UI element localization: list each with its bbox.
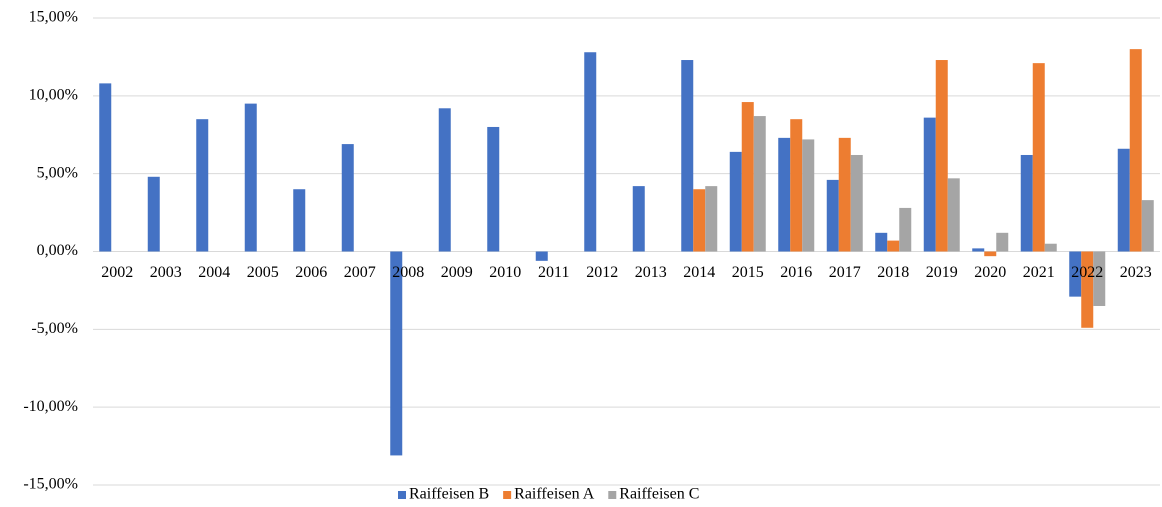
x-tick-label: 2010 <box>489 264 521 281</box>
legend-label: Raiffeisen B <box>409 486 489 503</box>
x-tick-label: 2020 <box>974 264 1006 281</box>
bar <box>826 179 839 252</box>
legend-label: Raiffeisen A <box>514 486 595 503</box>
y-tick-label: -5,00% <box>31 320 78 337</box>
bar <box>1032 63 1045 252</box>
x-tick-label: 2011 <box>538 264 569 281</box>
bar <box>996 232 1009 252</box>
x-tick-label: 2016 <box>780 264 812 281</box>
legend-swatch <box>608 491 617 499</box>
y-tick-label: -15,00% <box>23 476 78 493</box>
bar <box>778 137 791 252</box>
x-tick-label: 2002 <box>101 264 133 281</box>
bar <box>244 103 257 252</box>
bar <box>196 119 209 252</box>
bar <box>802 139 815 252</box>
bar <box>899 207 912 252</box>
legend-swatch <box>398 491 406 499</box>
x-tick-label: 2019 <box>926 264 958 281</box>
y-tick-label: 10,00% <box>29 87 78 104</box>
bar <box>753 116 766 252</box>
x-tick-label: 2004 <box>198 264 230 281</box>
bar <box>972 248 985 252</box>
legend-label: Raiffeisen C <box>619 486 699 503</box>
bar <box>1117 148 1130 252</box>
x-tick-label: 2022 <box>1071 264 1103 281</box>
bar <box>850 154 863 252</box>
bar <box>1129 49 1142 252</box>
bar <box>681 60 694 252</box>
x-tick-label: 2007 <box>344 264 376 281</box>
bar <box>293 189 306 252</box>
x-tick-label: 2005 <box>247 264 279 281</box>
bar <box>438 108 451 252</box>
x-tick-label: 2023 <box>1120 264 1152 281</box>
y-tick-label: -10,00% <box>23 398 78 415</box>
bar <box>632 186 645 252</box>
bar <box>729 151 742 252</box>
bar <box>875 232 888 252</box>
bar <box>790 119 803 252</box>
x-tick-label: 2003 <box>150 264 182 281</box>
x-tick-label: 2012 <box>586 264 618 281</box>
bar <box>838 137 851 252</box>
bar <box>984 251 997 257</box>
bar <box>584 52 597 252</box>
x-tick-label: 2018 <box>877 264 909 281</box>
bar <box>99 83 112 252</box>
x-tick-label: 2017 <box>829 264 861 281</box>
bar <box>1093 251 1106 306</box>
y-tick-label: 15,00% <box>29 9 78 26</box>
x-tick-label: 2013 <box>635 264 667 281</box>
legend-swatch <box>503 491 512 499</box>
bar <box>535 251 548 261</box>
bar <box>1044 243 1057 252</box>
bar <box>1141 200 1154 252</box>
y-tick-label: 5,00% <box>37 164 78 181</box>
x-tick-label: 2021 <box>1023 264 1055 281</box>
x-tick-label: 2014 <box>683 264 715 281</box>
x-tick-label: 2006 <box>295 264 327 281</box>
bar <box>1069 251 1082 297</box>
bar <box>487 126 500 252</box>
bar <box>947 178 960 252</box>
bar <box>390 251 403 456</box>
bar <box>341 144 354 252</box>
x-tick-label: 2015 <box>732 264 764 281</box>
bar <box>705 186 718 252</box>
x-tick-label: 2009 <box>441 264 473 281</box>
bar <box>887 240 900 252</box>
bar <box>741 102 754 252</box>
bar <box>935 60 948 252</box>
bar <box>693 189 706 252</box>
x-tick-label: 2008 <box>392 264 424 281</box>
bar <box>147 176 160 252</box>
bar <box>923 117 936 252</box>
bar <box>1020 154 1033 252</box>
y-tick-label: 0,00% <box>37 242 78 259</box>
bar <box>1081 251 1094 328</box>
